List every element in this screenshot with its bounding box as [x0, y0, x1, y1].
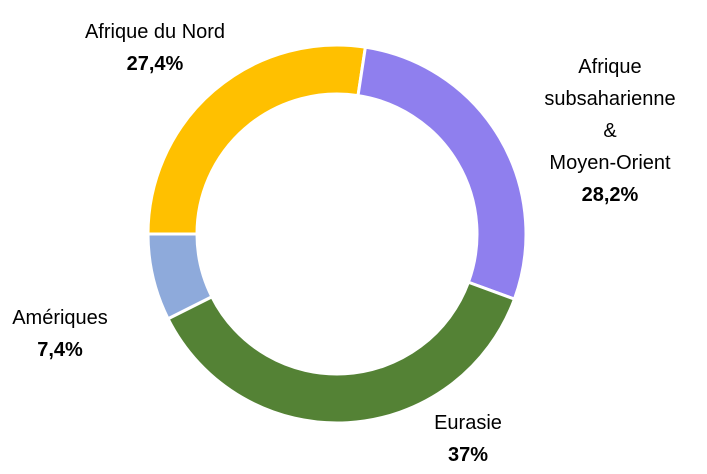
category-name: Amériques	[12, 307, 108, 329]
segment-label: Afrique du Nord 27,4%	[85, 16, 225, 80]
donut-segment	[146, 232, 214, 321]
value-label: 28,2%	[581, 184, 639, 206]
category-name: Eurasie	[434, 412, 502, 434]
donut-segment	[166, 280, 517, 425]
segment-label: Eurasie 37%	[434, 407, 502, 471]
donut-segment	[356, 45, 528, 302]
category-name: Afrique du Nord	[84, 21, 226, 43]
value-label: 27,4%	[126, 53, 184, 75]
value-label: 37%	[447, 444, 489, 466]
category-name: Afrique subsaharienne & Moyen-Orient	[544, 56, 676, 174]
value-label: 7,4%	[37, 339, 83, 361]
segment-label: Amériques 7,4%	[12, 302, 108, 366]
segment-label: Afrique subsaharienne & Moyen-Orient 28,2…	[544, 51, 675, 211]
